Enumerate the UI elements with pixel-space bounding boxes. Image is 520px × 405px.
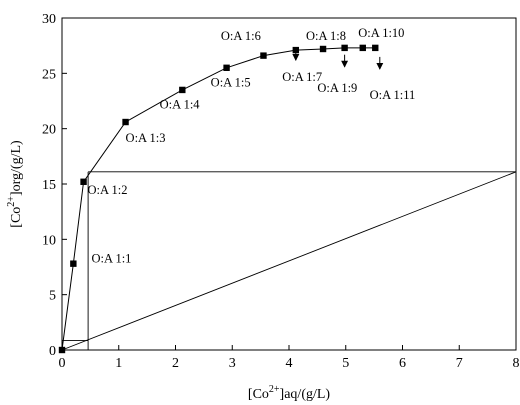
x-tick-label: 7 [456, 356, 463, 371]
y-axis-title-suffix: ]org/(g/L) [9, 140, 24, 196]
y-tick-label: 30 [42, 12, 56, 27]
plot-frame [61, 17, 517, 351]
y-tick-label: 15 [42, 178, 56, 193]
y-axis-title-sup: 2+ [6, 196, 17, 207]
data-point [223, 64, 230, 71]
y-tick-label: 20 [42, 123, 56, 138]
operating-line [61, 171, 517, 351]
x-tick-label: 2 [172, 356, 179, 371]
data-point [341, 44, 348, 52]
annotation-label: O:A 1:9 [317, 81, 357, 95]
x-tick-label: 0 [59, 356, 66, 371]
construction-lines [62, 171, 516, 350]
data-point [372, 44, 379, 52]
operating-line-segment [61, 171, 517, 351]
annotation-label: O:A 1:11 [370, 88, 416, 102]
data-point [70, 260, 77, 267]
x-axis-title-prefix: [Co [248, 387, 269, 402]
y-axis-ticks: 0 5 10 15 20 25 30 [42, 12, 67, 359]
annotations: O:A 1:1 O:A 1:2 O:A 1:3 O:A 1:4 O:A 1:5 O:A 1… [88, 26, 416, 266]
annotation-label: O:A 1:7 [282, 70, 322, 84]
data-point [80, 178, 87, 185]
x-axis-title-sup: 2+ [269, 384, 280, 395]
y-tick-label: 10 [42, 233, 56, 248]
y-axis-title: [Co2+]org/(g/L) [6, 140, 24, 228]
annotation-label: O:A 1:4 [160, 98, 201, 112]
y-tick-label: 25 [42, 67, 56, 82]
x-tick-label: 6 [399, 356, 406, 371]
annotation-label: O:A 1:5 [211, 76, 251, 90]
annotation-label: O:A 1:2 [88, 183, 128, 197]
annotation-label: O:A 1:8 [306, 29, 346, 43]
y-tick-label: 5 [49, 289, 56, 304]
x-tick-label: 5 [342, 356, 349, 371]
x-tick-label: 4 [286, 356, 293, 371]
data-point [319, 45, 327, 53]
annotation-label: O:A 1:3 [126, 131, 166, 145]
annotation-label: O:A 1:6 [221, 29, 261, 43]
annotation-label: O:A 1:10 [358, 26, 404, 40]
x-axis-title-suffix: ]aq/(g/L) [280, 387, 331, 402]
data-point [122, 118, 129, 126]
data-point [260, 52, 267, 59]
data-point [359, 44, 366, 52]
x-tick-label: 1 [115, 356, 122, 371]
y-axis-title-prefix: [Co [9, 207, 24, 228]
y-tick-label: 0 [49, 344, 56, 359]
x-tick-label: 8 [513, 356, 520, 371]
annotation-label: O:A 1:1 [92, 252, 132, 266]
x-axis-title: [Co2+]aq/(g/L) [248, 384, 331, 402]
x-axis-ticks: 0 1 2 3 4 5 6 7 8 [59, 345, 520, 371]
x-tick-label: 3 [229, 356, 236, 371]
data-point [179, 86, 186, 94]
